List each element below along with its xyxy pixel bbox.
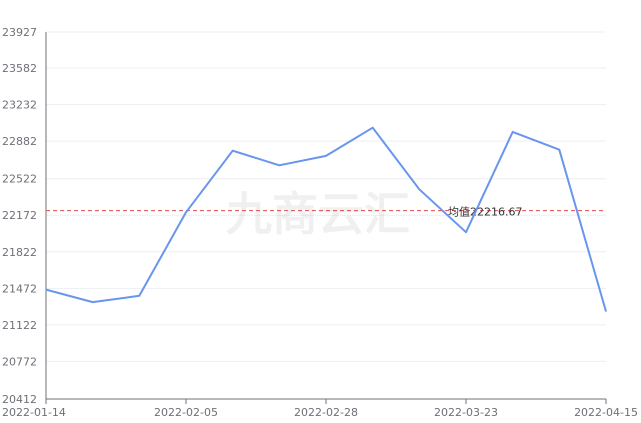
x-tick-label: 2022-02-28 <box>294 406 358 419</box>
y-tick-label: 22882 <box>2 135 37 148</box>
y-tick-label: 21472 <box>2 282 37 295</box>
y-tick-label: 20412 <box>2 393 37 406</box>
x-tick-label: 2022-02-05 <box>154 406 218 419</box>
grid-lines <box>46 31 606 362</box>
y-tick-label: 21822 <box>2 246 37 259</box>
mean-label: 均值22216.67 <box>448 206 523 219</box>
series-group <box>45 126 607 312</box>
x-axis: 2022-01-14 2022-02-05 2022-02-28 2022-03-23… <box>2 398 638 419</box>
mean-marker: 均值22216.67 <box>46 206 606 219</box>
x-tick-label: 2022-04-15 <box>574 406 638 419</box>
x-tick-label: 2022-03-23 <box>434 406 498 419</box>
y-axis: 20412 20772 21122 21472 21822 22172 22522 22882… <box>2 26 47 406</box>
y-tick-label: 22522 <box>2 173 37 186</box>
y-tick-label: 23927 <box>2 26 37 39</box>
y-tick-label: 23582 <box>2 62 37 75</box>
y-tick-label: 22172 <box>2 209 37 222</box>
x-tick-label: 2022-01-14 <box>2 406 66 419</box>
y-tick-label: 21122 <box>2 319 37 332</box>
watermark-text: 九商云汇 <box>226 187 410 241</box>
y-tick-label: 20772 <box>2 355 37 368</box>
y-tick-label: 23232 <box>2 99 37 112</box>
